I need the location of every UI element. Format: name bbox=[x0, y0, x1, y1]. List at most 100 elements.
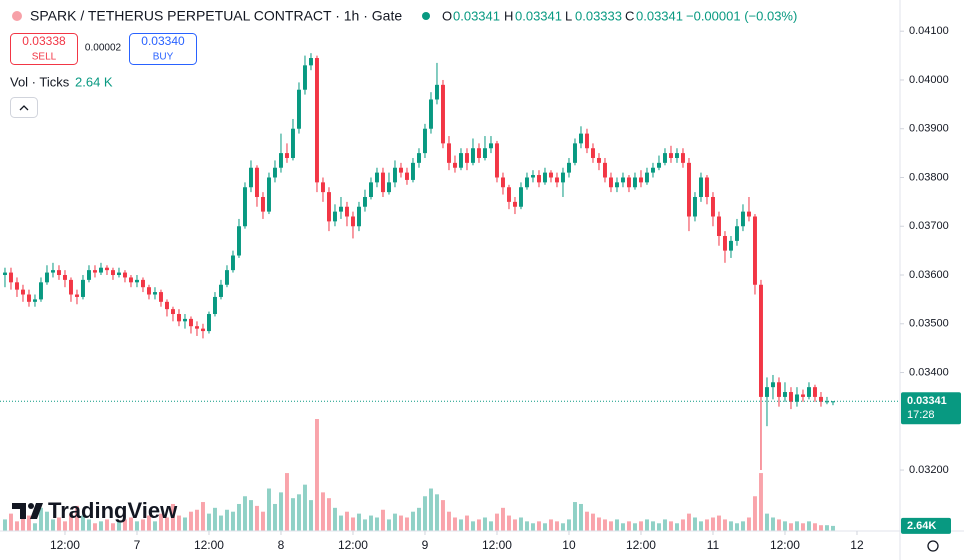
candle-body bbox=[567, 162, 571, 173]
y-tick-label: 0.03400 bbox=[909, 366, 949, 378]
volume-bar bbox=[177, 515, 181, 531]
volume-bar bbox=[117, 521, 121, 531]
candle-body bbox=[387, 182, 391, 193]
candle-body bbox=[3, 272, 7, 276]
settings-icon[interactable] bbox=[927, 540, 939, 552]
volume-bar bbox=[741, 521, 745, 531]
volume-legend-name: Vol · Ticks bbox=[10, 74, 70, 89]
candle-body bbox=[435, 84, 439, 100]
candle-body bbox=[657, 162, 661, 168]
collapse-button[interactable] bbox=[10, 97, 38, 118]
volume-bar bbox=[675, 523, 679, 531]
volume-bar bbox=[381, 509, 385, 531]
candle-body bbox=[177, 314, 181, 322]
volume-bar bbox=[549, 519, 553, 531]
candle-body bbox=[39, 282, 43, 300]
volume-bar bbox=[831, 525, 835, 531]
candle-body bbox=[303, 65, 307, 90]
candle-body bbox=[765, 387, 769, 397]
candle-body bbox=[483, 148, 487, 158]
candle-body bbox=[309, 58, 313, 66]
volume-bar bbox=[597, 517, 601, 531]
volume-bar bbox=[315, 419, 319, 531]
volume-bar bbox=[639, 521, 643, 531]
candle-body bbox=[357, 206, 361, 227]
candle-body bbox=[609, 177, 613, 188]
candle-body bbox=[549, 172, 553, 178]
x-tick-label: 12:00 bbox=[50, 538, 80, 552]
volume-bar bbox=[237, 503, 241, 531]
volume-bar bbox=[3, 519, 7, 531]
volume-bar bbox=[207, 513, 211, 531]
x-tick-label: 7 bbox=[134, 538, 141, 552]
candle-body bbox=[237, 226, 241, 256]
volume-bar bbox=[561, 523, 565, 531]
candle-body bbox=[93, 270, 97, 273]
symbol-icon bbox=[12, 11, 22, 21]
candle-body bbox=[195, 326, 199, 329]
volume-bar bbox=[111, 523, 115, 531]
volume-bar bbox=[387, 519, 391, 531]
candle-body bbox=[663, 153, 667, 163]
x-tick-label: 12:00 bbox=[338, 538, 368, 552]
volume-bar bbox=[483, 517, 487, 531]
candle-body bbox=[183, 318, 187, 322]
candle-body bbox=[99, 267, 103, 273]
volume-bar bbox=[417, 507, 421, 531]
watermark-text: TradingView bbox=[48, 498, 178, 523]
candle-body bbox=[135, 279, 139, 283]
x-tick-label: 9 bbox=[422, 538, 429, 552]
volume-bar bbox=[15, 521, 19, 531]
h-label: H bbox=[504, 8, 513, 23]
candle-body bbox=[327, 192, 331, 222]
candle-body bbox=[405, 172, 409, 180]
candle-body bbox=[711, 196, 715, 217]
volume-bar bbox=[513, 519, 517, 531]
candle-body bbox=[261, 196, 265, 212]
volume-bar bbox=[243, 496, 247, 531]
volume-bar bbox=[135, 521, 139, 531]
candle-body bbox=[273, 167, 277, 178]
candle-body bbox=[471, 148, 475, 163]
sell-button[interactable] bbox=[10, 33, 78, 65]
volume-bar bbox=[339, 515, 343, 531]
buy-button[interactable] bbox=[129, 33, 197, 65]
volume-bar bbox=[69, 513, 73, 531]
candle-body bbox=[801, 394, 805, 397]
volume-bar bbox=[423, 496, 427, 531]
candle-body bbox=[723, 236, 727, 251]
c-label: C bbox=[625, 8, 634, 23]
volume-bar bbox=[705, 519, 709, 531]
volume-bar bbox=[663, 519, 667, 531]
candle-body bbox=[15, 282, 19, 290]
volume-bar bbox=[657, 523, 661, 531]
candle-body bbox=[219, 284, 223, 297]
volume-bar bbox=[333, 507, 337, 531]
volume-bar bbox=[651, 521, 655, 531]
candle-body bbox=[171, 309, 175, 315]
candle-body bbox=[615, 182, 619, 188]
volume-bar bbox=[687, 513, 691, 531]
x-tick-label: 10 bbox=[562, 538, 576, 552]
volume-bar bbox=[183, 517, 187, 531]
volume-bar bbox=[81, 515, 85, 531]
candle-body bbox=[291, 128, 295, 158]
volume-bar bbox=[123, 519, 127, 531]
volume-bar bbox=[507, 515, 511, 531]
volume-bar bbox=[585, 511, 589, 531]
volume-bar bbox=[309, 500, 313, 531]
candle-body bbox=[225, 270, 229, 285]
volume-bar bbox=[783, 521, 787, 531]
candle-body bbox=[597, 157, 601, 163]
volume-bar bbox=[39, 507, 43, 531]
candle-body bbox=[819, 396, 823, 402]
candle-body bbox=[705, 177, 709, 197]
candle-body bbox=[333, 211, 337, 222]
volume-bar bbox=[537, 521, 541, 531]
c-value: 0.03341 bbox=[636, 8, 683, 23]
candle-body bbox=[105, 267, 109, 271]
candle-body bbox=[795, 394, 799, 402]
y-tick-label: 0.04100 bbox=[909, 25, 949, 37]
candle-body bbox=[87, 270, 91, 280]
